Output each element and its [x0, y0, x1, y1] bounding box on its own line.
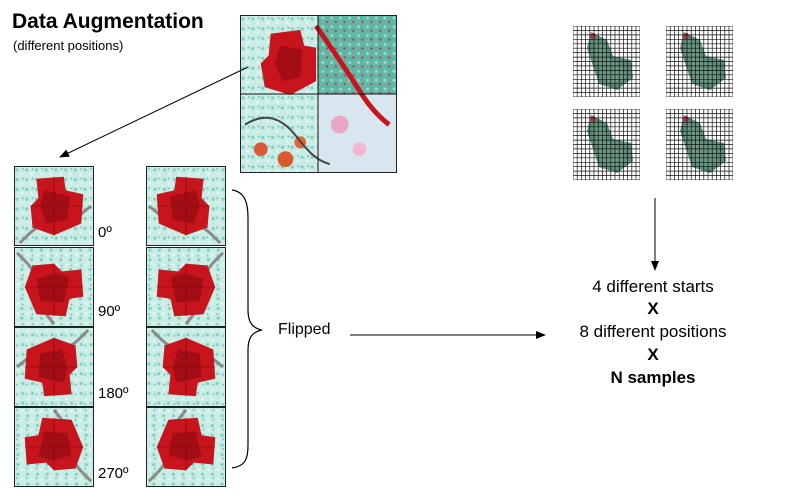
field-image [15, 167, 93, 245]
grid-image [573, 26, 640, 97]
grid-image [573, 109, 640, 180]
rotation-tile-180 [14, 327, 94, 407]
field-image [147, 328, 225, 406]
flipped-label: Flipped [278, 321, 331, 338]
flipped-brace [231, 189, 263, 469]
flipped-tile-180 [146, 327, 226, 407]
grid-start-1 [573, 26, 640, 97]
source-image-mosaic [240, 15, 397, 173]
rotation-label-270: 270º [98, 465, 129, 482]
rotation-label-180: 180º [98, 385, 129, 402]
grid-image [666, 26, 733, 97]
grid-start-4 [666, 109, 733, 180]
source-image-mosaic-graphic [241, 16, 396, 172]
field-image [15, 248, 93, 326]
formula-times-2: X [647, 345, 659, 364]
field-image [15, 328, 93, 406]
formula-line-samples: N samples [610, 368, 696, 387]
rotation-tile-90 [14, 247, 94, 327]
flipped-tile-270 [146, 407, 226, 487]
grid-start-3 [573, 109, 640, 180]
formula-times-1: X [647, 299, 659, 318]
field-image [147, 248, 225, 326]
grid-image [666, 109, 733, 180]
rotation-label-90: 90º [98, 303, 121, 320]
formula-line-starts: 4 different starts [592, 277, 714, 296]
rotation-tile-270 [14, 407, 94, 487]
formula-line-positions: 8 different positions [579, 322, 727, 341]
flipped-tile-90 [146, 247, 226, 327]
flipped-tile-0 [146, 166, 226, 246]
rotation-label-0: 0º [98, 224, 112, 241]
arrow-mosaic-to-tiles [59, 66, 249, 158]
grid-start-2 [666, 26, 733, 97]
diagram-title: Data Augmentation [12, 10, 204, 33]
rotation-tile-0 [14, 166, 94, 246]
field-image [147, 167, 225, 245]
field-image [15, 408, 93, 486]
field-image [147, 408, 225, 486]
diagram-subtitle: (different positions) [13, 38, 124, 53]
